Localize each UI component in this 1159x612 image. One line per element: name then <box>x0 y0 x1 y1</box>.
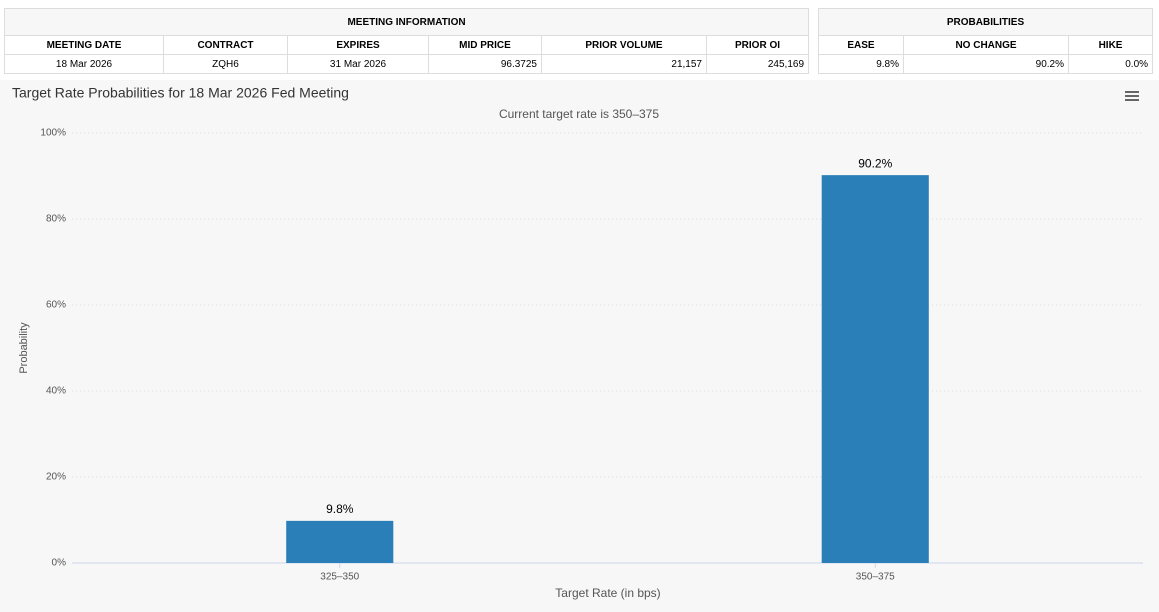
menu-icon[interactable] <box>1125 91 1139 101</box>
y-tick-label: 80% <box>46 214 66 225</box>
table-cell: 96.3725 <box>428 54 542 74</box>
data-label: 9.8% <box>326 502 354 516</box>
table-cell: 245,169 <box>705 54 810 74</box>
table-cell: ZQH6 <box>163 54 288 74</box>
x-tick-label: 325–350 <box>320 572 359 583</box>
chart-title: Target Rate Probabilities for 18 Mar 202… <box>12 85 349 101</box>
data-label: 90.2% <box>858 156 892 170</box>
column-header: PRIOR OI <box>705 35 810 55</box>
y-tick-label: 60% <box>46 300 66 311</box>
y-tick-label: 100% <box>40 128 66 139</box>
column-header: CONTRACT <box>163 35 288 55</box>
table-cell: 0.0% <box>1067 54 1154 74</box>
table-cell: 18 Mar 2026 <box>4 54 164 74</box>
probabilities-table: PROBABILITIES EASE NO CHANGE HIKE 9.8% 90.2… <box>817 8 1154 74</box>
table-title: PROBABILITIES <box>817 8 1154 36</box>
chart-subtitle: Current target rate is 350–375 <box>499 107 659 121</box>
chart-background <box>0 80 1159 612</box>
table-cell: 90.2% <box>903 54 1069 74</box>
table-cell: 9.8% <box>818 54 904 74</box>
table-title: MEETING INFORMATION <box>3 8 810 36</box>
column-header: EASE <box>818 35 904 55</box>
column-header: NO CHANGE <box>903 35 1069 55</box>
column-header: MEETING DATE <box>4 35 164 55</box>
y-tick-label: 0% <box>52 558 67 569</box>
chart: Target Rate Probabilities for 18 Mar 202… <box>0 80 1159 612</box>
meeting-table: MEETING INFORMATION MEETING DATE CONTRACT… <box>3 8 810 74</box>
column-header: PRIOR VOLUME <box>541 35 707 55</box>
x-tick-label: 350–375 <box>856 572 895 583</box>
x-axis-label: Target Rate (in bps) <box>555 586 660 600</box>
table-cell: 21,157 <box>541 54 707 74</box>
bar <box>821 175 929 563</box>
table-cell: 31 Mar 2026 <box>287 54 429 74</box>
column-header: HIKE <box>1067 35 1154 55</box>
y-axis-label: Probability <box>18 322 30 374</box>
column-header: MID PRICE <box>428 35 542 55</box>
y-tick-label: 40% <box>46 386 66 397</box>
bar <box>286 520 394 563</box>
column-header: EXPIRES <box>287 35 429 55</box>
y-tick-label: 20% <box>46 472 66 483</box>
